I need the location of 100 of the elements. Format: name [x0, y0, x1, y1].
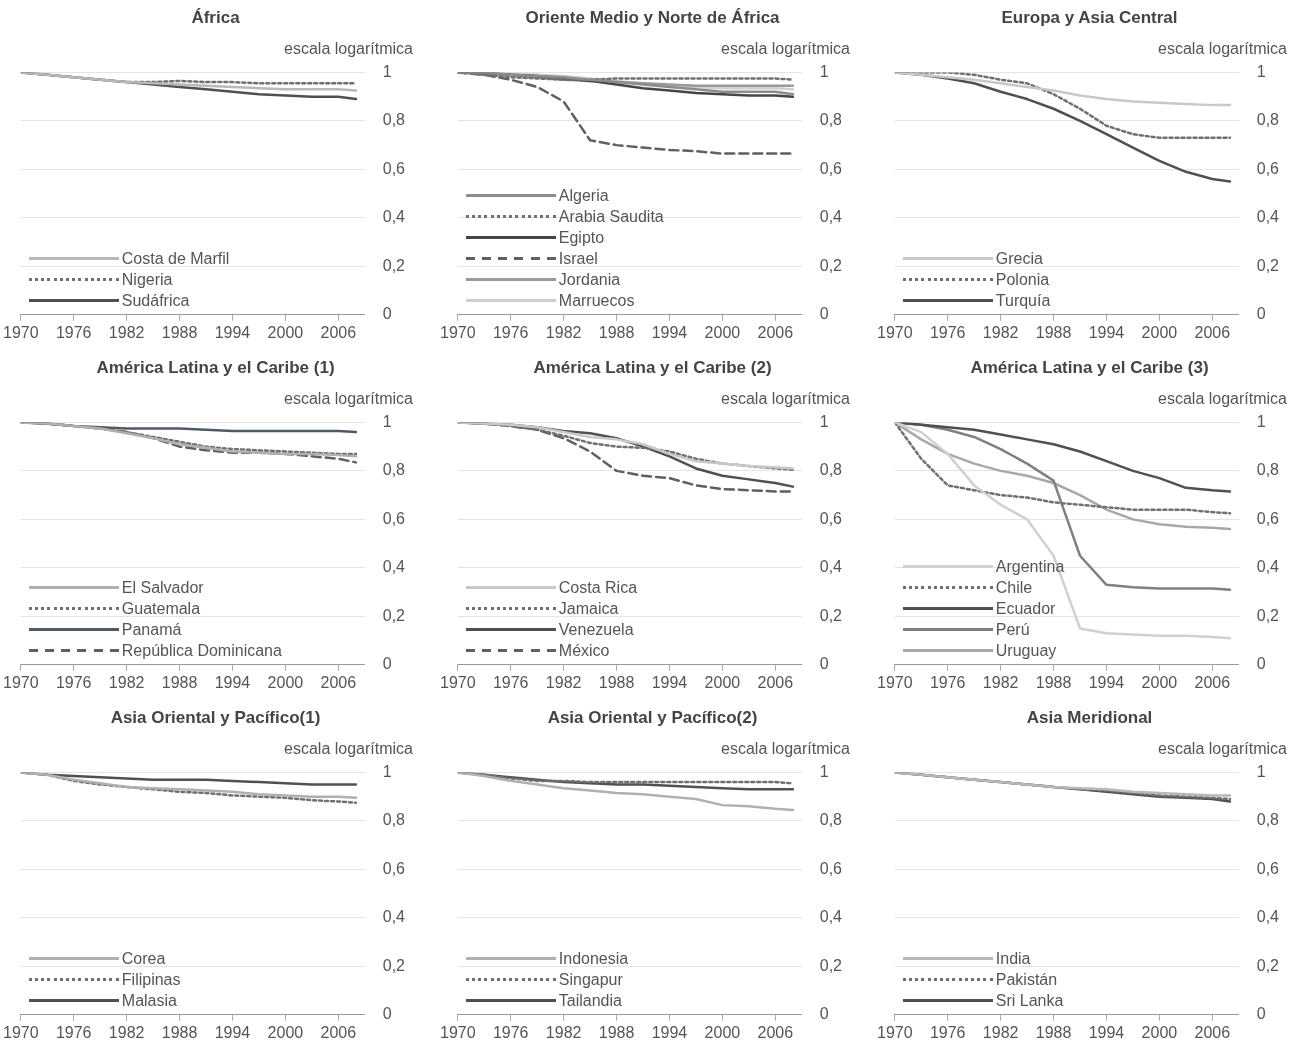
legend-label: Pakistán — [995, 969, 1058, 990]
x-tick-label: 1982 — [982, 1023, 1019, 1041]
y-tick-label: 0 — [819, 655, 829, 673]
x-tick-label: 1970 — [877, 323, 913, 341]
chart-title: América Latina y el Caribe (2) — [533, 357, 772, 377]
y-tick-label: 0,8 — [1256, 111, 1280, 129]
chart-title: América Latina y el Caribe (1) — [96, 357, 335, 377]
x-tick-label: 2006 — [1194, 673, 1231, 691]
y-tick-label: 0,4 — [1256, 908, 1280, 926]
y-tick-label: 0,6 — [382, 859, 406, 877]
y-tick-label: 0,8 — [382, 461, 406, 479]
y-tick-label: 0,6 — [819, 159, 843, 177]
text: escala logarítmica — [1158, 40, 1287, 58]
y-tick-label: 0,6 — [382, 159, 406, 177]
y-tick-label: 0,2 — [382, 956, 406, 974]
x-tick-label: 1970 — [877, 673, 913, 691]
legend-label: Chile — [995, 577, 1033, 598]
y-tick-label: 0,6 — [1256, 859, 1280, 877]
y-tick-label: 0,8 — [1256, 811, 1280, 829]
y-tick-label: 0 — [1256, 305, 1266, 323]
y-tick-label: 0,8 — [819, 461, 843, 479]
x-tick-label: 2006 — [320, 323, 357, 341]
y-tick-label: 0,2 — [1256, 956, 1280, 974]
legend-label: Argentina — [995, 556, 1065, 577]
y-tick-label: 1 — [1256, 62, 1266, 80]
y-tick-label: 0,4 — [1256, 558, 1280, 576]
x-tick-label: 2000 — [704, 673, 741, 691]
y-tick-label: 0,8 — [819, 811, 843, 829]
x-tick-label: 1982 — [545, 323, 582, 341]
legend-label: Jordania — [558, 269, 621, 290]
x-tick-label: 1994 — [214, 673, 251, 691]
x-tick-label: 1976 — [55, 323, 92, 341]
legend-label: Turquía — [995, 290, 1051, 311]
x-tick-label: 1994 — [651, 673, 688, 691]
x-tick-label: 2006 — [757, 323, 794, 341]
y-tick-label: 0,8 — [382, 111, 406, 129]
y-tick-label: 1 — [382, 62, 392, 80]
x-tick-label: 1976 — [929, 1023, 966, 1041]
x-tick-label: 1982 — [982, 673, 1019, 691]
x-tick-label: 1988 — [1035, 1023, 1072, 1041]
legend-label: Filipinas — [121, 969, 181, 990]
y-tick-label: 0,4 — [382, 908, 406, 926]
legend-label: Venezuela — [558, 619, 634, 640]
x-tick-label: 1976 — [492, 673, 529, 691]
x-tick-label: 1994 — [214, 1023, 251, 1041]
y-tick-label: 0,2 — [382, 606, 406, 624]
x-tick-label: 1976 — [492, 323, 529, 341]
x-tick-label: 1970 — [3, 673, 39, 691]
x-tick-label: 1988 — [1035, 323, 1072, 341]
y-tick-label: 0,6 — [1256, 509, 1280, 527]
legend-label: Marruecos — [558, 290, 635, 311]
x-tick-label: 1982 — [108, 323, 145, 341]
y-tick-label: 0,2 — [382, 256, 406, 274]
legend-label: Corea — [121, 948, 166, 969]
y-tick-label: 0 — [382, 655, 392, 673]
x-tick-label: 2000 — [267, 673, 304, 691]
y-tick-label: 0 — [819, 1005, 829, 1023]
y-tick-label: 1 — [382, 412, 392, 430]
y-tick-label: 0,2 — [1256, 606, 1280, 624]
x-tick-label: 2006 — [320, 1023, 357, 1041]
y-tick-label: 0,4 — [1256, 208, 1280, 226]
legend-label: Guatemala — [121, 598, 201, 619]
x-tick-label: 1988 — [598, 1023, 635, 1041]
y-tick-label: 0,8 — [819, 111, 843, 129]
y-tick-label: 0,8 — [382, 811, 406, 829]
y-tick-label: 0,2 — [819, 256, 843, 274]
x-tick-label: 2006 — [320, 673, 357, 691]
legend-label: Perú — [995, 619, 1030, 640]
y-tick-label: 0,6 — [382, 509, 406, 527]
x-tick-label: 1982 — [545, 1023, 582, 1041]
x-tick-label: 1988 — [1035, 673, 1072, 691]
y-tick-label: 0,6 — [1256, 159, 1280, 177]
y-tick-label: 0,6 — [819, 859, 843, 877]
y-tick-label: 0 — [1256, 655, 1266, 673]
legend-label: Algeria — [558, 185, 609, 206]
x-tick-label: 1976 — [929, 323, 966, 341]
y-tick-label: 1 — [1256, 412, 1266, 430]
legend-label: India — [995, 948, 1031, 969]
legend-label: Tailandia — [558, 990, 622, 1011]
legend-label: Singapur — [558, 969, 623, 990]
y-tick-label: 0,2 — [819, 956, 843, 974]
x-tick-label: 2000 — [1141, 1023, 1178, 1041]
legend-label: Arabia Saudita — [558, 206, 664, 227]
x-tick-label: 2000 — [704, 323, 741, 341]
x-tick-label: 1988 — [161, 323, 198, 341]
x-tick-label: 2000 — [1141, 323, 1178, 341]
text: escala logarítmica — [721, 390, 850, 408]
legend-label: Jamaica — [558, 598, 619, 619]
x-tick-label: 1982 — [108, 673, 145, 691]
x-tick-label: 1994 — [214, 323, 251, 341]
x-tick-label: 1994 — [1088, 673, 1125, 691]
legend-label: Egipto — [558, 227, 605, 248]
y-tick-label: 0 — [819, 305, 829, 323]
legend-label: Costa Rica — [558, 577, 638, 598]
x-tick-label: 1976 — [492, 1023, 529, 1041]
y-tick-label: 0,8 — [1256, 461, 1280, 479]
legend-label: Uruguay — [995, 640, 1057, 661]
x-tick-label: 1970 — [877, 1023, 913, 1041]
x-tick-label: 2000 — [267, 323, 304, 341]
y-tick-label: 1 — [819, 62, 829, 80]
